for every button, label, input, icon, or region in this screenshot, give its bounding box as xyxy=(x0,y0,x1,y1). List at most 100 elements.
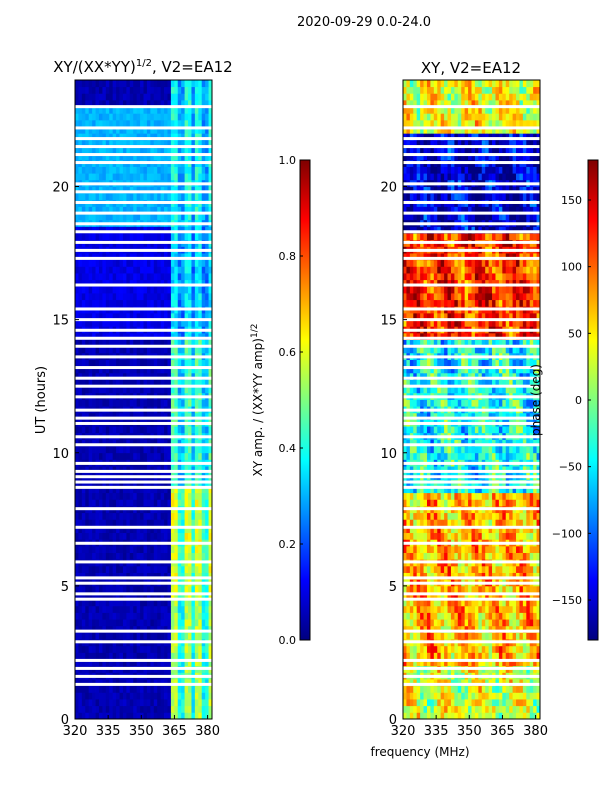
heatmap-cell xyxy=(150,486,155,494)
heatmap-cell xyxy=(146,133,151,141)
heatmap-cell xyxy=(136,399,141,407)
heatmap-cell xyxy=(116,233,120,241)
heatmap-cell xyxy=(122,386,127,394)
heatmap-cell xyxy=(201,119,206,127)
heatmap-cell xyxy=(150,339,155,347)
heatmap-cell xyxy=(85,173,90,181)
heatmap-cell xyxy=(146,80,151,88)
heatmap-cell xyxy=(447,685,452,693)
heatmap-cell xyxy=(177,193,182,201)
heatmap-cell xyxy=(129,339,134,347)
heatmap-cell xyxy=(170,499,175,507)
heatmap-cell xyxy=(81,80,86,88)
heatmap-cell xyxy=(133,286,138,294)
heatmap-cell xyxy=(116,372,120,380)
heatmap-cell xyxy=(143,99,148,108)
heatmap-cell xyxy=(177,206,182,214)
heatmap-cell xyxy=(81,226,86,234)
heatmap-cell xyxy=(75,645,79,653)
heatmap-cell xyxy=(164,286,168,294)
heatmap-cell xyxy=(122,293,127,301)
heatmap-cell xyxy=(164,439,168,447)
heatmap-cell xyxy=(485,679,490,687)
heatmap-cell xyxy=(406,685,411,693)
heatmap-cell xyxy=(205,685,209,693)
heatmap-cell xyxy=(78,332,83,340)
heatmap-cell xyxy=(136,492,141,500)
heatmap-cell xyxy=(409,599,414,607)
heatmap-cell xyxy=(198,372,203,380)
heatmap-cell xyxy=(471,699,476,707)
heatmap-cell xyxy=(474,545,479,553)
heatmap-cell xyxy=(140,386,144,394)
heatmap-cell xyxy=(112,699,117,707)
heatmap-cell xyxy=(468,632,472,640)
heatmap-cell xyxy=(177,492,182,500)
heatmap-cell xyxy=(81,126,86,134)
heatmap-cell xyxy=(509,545,513,553)
heatmap-cell xyxy=(170,652,175,660)
heatmap-cell xyxy=(150,512,155,520)
heatmap-cell xyxy=(444,599,448,607)
heatmap-cell xyxy=(146,439,151,447)
heatmap-cell xyxy=(509,685,513,693)
heatmap-cell xyxy=(102,312,107,321)
heatmap-cell xyxy=(160,599,165,607)
heatmap-cell xyxy=(85,466,90,474)
heatmap-cell xyxy=(109,712,114,719)
heatmap-cell xyxy=(426,619,431,627)
heatmap-cell xyxy=(109,186,114,194)
heatmap-cell xyxy=(126,652,131,660)
heatmap-cell xyxy=(112,139,117,147)
heatmap-cell xyxy=(191,99,196,108)
heatmap-cell xyxy=(122,113,127,121)
heatmap-cell xyxy=(112,312,117,321)
heatmap-cell xyxy=(75,652,79,660)
heatmap-cell xyxy=(198,93,203,101)
heatmap-cell xyxy=(88,592,93,600)
heatmap-cell xyxy=(167,492,172,500)
heatmap-cell xyxy=(194,119,199,127)
heatmap-cell xyxy=(184,80,189,88)
heatmap-cell xyxy=(129,319,134,327)
heatmap-cell xyxy=(136,206,141,214)
heatmap-cell xyxy=(129,366,134,374)
heatmap-cell xyxy=(174,399,179,407)
heatmap-cell xyxy=(98,206,103,214)
heatmap-cell xyxy=(464,565,469,573)
heatmap-cell xyxy=(95,679,100,687)
heatmap-cell xyxy=(184,106,189,114)
heatmap-cell xyxy=(191,712,196,719)
heatmap-cell xyxy=(181,346,185,354)
heatmap-cell xyxy=(98,685,103,693)
heatmap-cell xyxy=(102,446,107,454)
heatmap-cell xyxy=(105,233,110,241)
heatmap-cell xyxy=(126,625,131,633)
heatmap-cell xyxy=(194,645,199,653)
heatmap-cell xyxy=(201,133,206,141)
heatmap-cell xyxy=(208,279,212,287)
heatmap-cell xyxy=(174,552,179,560)
heatmap-cell xyxy=(112,679,117,687)
heatmap-cell xyxy=(174,113,179,121)
heatmap-cell xyxy=(509,592,513,600)
heatmap-cell xyxy=(194,612,199,620)
heatmap-cell xyxy=(95,99,100,108)
heatmap-cell xyxy=(516,545,520,553)
heatmap-cell xyxy=(191,153,196,161)
heatmap-cell xyxy=(191,679,196,687)
heatmap-cell xyxy=(109,585,114,593)
heatmap-cell xyxy=(112,685,117,693)
heatmap-cell xyxy=(150,492,155,500)
heatmap-cell xyxy=(208,412,212,420)
heatmap-cell xyxy=(409,659,414,667)
heatmap-cell xyxy=(481,619,486,627)
heatmap-cell xyxy=(157,712,162,719)
heatmap-cell xyxy=(92,466,96,474)
heatmap-cell xyxy=(184,379,189,387)
heatmap-cell xyxy=(498,605,503,613)
heatmap-cell xyxy=(140,565,144,573)
heatmap-cell xyxy=(426,659,431,667)
heatmap-cell xyxy=(184,585,189,593)
heatmap-cell xyxy=(136,293,141,301)
